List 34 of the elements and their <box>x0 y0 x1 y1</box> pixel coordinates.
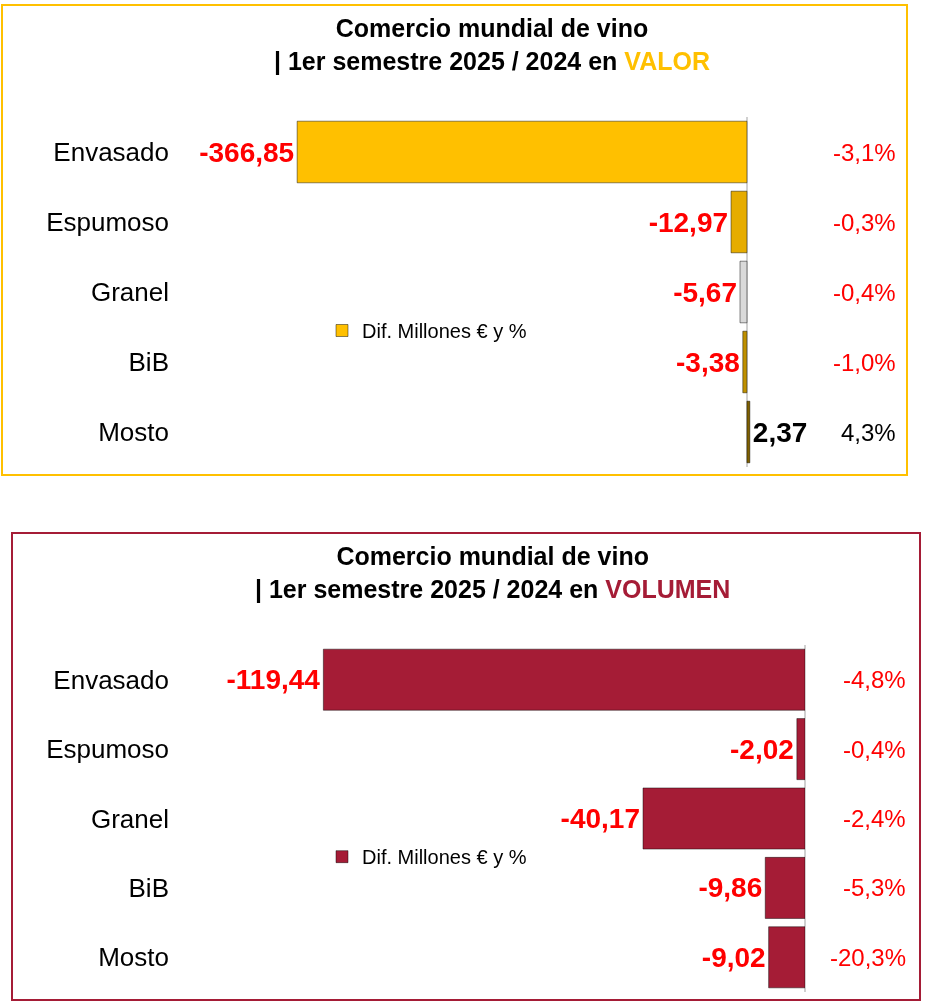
y-tick-label: Granel <box>90 803 169 834</box>
data-label: 2,37 <box>752 416 808 448</box>
chart-title: Comercio mundial de vino | 1er semestre 2025 / 2024 en VALOR <box>274 14 710 75</box>
data-label: -366,85 <box>199 136 295 168</box>
text: -3,1% <box>833 139 896 166</box>
text: -1,0% <box>833 349 896 376</box>
text: -0,4% <box>843 736 906 763</box>
data-label: -9,86 <box>698 872 763 904</box>
text: -0,4% <box>833 279 896 306</box>
text: -0,3% <box>833 209 896 236</box>
y-tick-label: Mosto <box>98 417 169 448</box>
y-tick-label: Envasado <box>53 664 169 695</box>
y-tick-label: Envasado <box>53 137 169 168</box>
legend-label: Dif. Millones € y % <box>362 846 527 869</box>
data-label: -12,97 <box>648 206 729 238</box>
data-label: -2,02 <box>730 733 794 765</box>
text: -2,4% <box>843 805 906 832</box>
data-label: -5,67 <box>673 276 737 308</box>
data-label: -3,38 <box>675 346 740 378</box>
data-label: -9,02 <box>701 941 766 973</box>
data-label: -119,44 <box>226 664 321 696</box>
text: 4,3% <box>841 419 896 446</box>
y-tick-label: Espumoso <box>46 734 169 765</box>
chart-title: Comercio mundial de vino | 1er semestre 2025 / 2024 en VOLUMEN <box>255 542 731 603</box>
legend-label: Dif. Millones € y % <box>362 320 527 343</box>
y-tick-label: BiB <box>128 347 169 378</box>
data-label: -40,17 <box>560 803 641 834</box>
y-tick-label: Espumoso <box>46 207 169 238</box>
text: -4,8% <box>843 666 906 693</box>
text: -5,3% <box>843 874 906 901</box>
y-tick-label: Mosto <box>98 942 169 973</box>
y-tick-label: BiB <box>128 873 169 903</box>
text: -20,3% <box>830 944 907 971</box>
y-tick-label: Granel <box>90 277 169 308</box>
